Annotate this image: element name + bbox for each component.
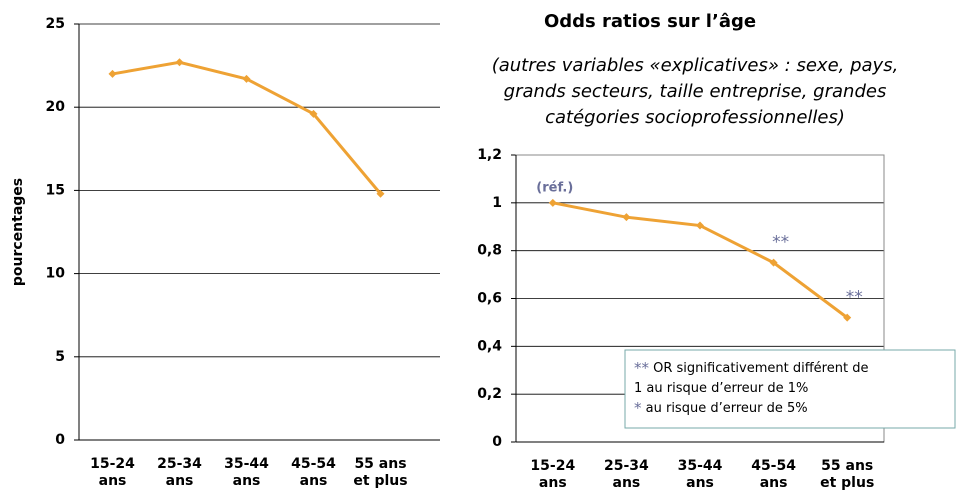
- note-text: 1 au risque d’erreur de 1%: [634, 381, 808, 396]
- x-tick-label: ans: [539, 475, 567, 491]
- y-tick-label: 0,6: [477, 291, 502, 307]
- point-label: **: [772, 233, 789, 253]
- y-tick-label: 20: [46, 99, 66, 115]
- note-box: [624, 349, 956, 429]
- note-text: au risque d’erreur de 5%: [642, 401, 808, 416]
- x-tick-label: 15-24: [530, 458, 575, 474]
- marker: [108, 69, 117, 78]
- subtitle: catégories socioprofessionnelles): [545, 107, 845, 128]
- y-tick-label: 10: [46, 266, 66, 282]
- x-tick-label: ans: [300, 473, 328, 489]
- x-tick-label: 45-54: [291, 456, 336, 472]
- x-tick-label: 15-24: [90, 456, 135, 472]
- x-tick-label: ans: [166, 473, 194, 489]
- x-tick-label: et plus: [353, 473, 407, 489]
- y-tick-label: 0: [55, 432, 65, 448]
- x-tick-label: 35-44: [678, 458, 723, 474]
- y-axis-label: pourcentages: [10, 178, 26, 286]
- y-tick-label: 0,4: [477, 338, 502, 354]
- subtitle: (autres variables «explicatives» : sexe,…: [492, 55, 899, 76]
- note-line: * au risque d’erreur de 5%: [634, 399, 808, 417]
- x-tick-label: et plus: [820, 475, 874, 491]
- point-label: **: [846, 288, 863, 308]
- x-tick-label: ans: [686, 475, 714, 491]
- x-tick-label: ans: [233, 473, 261, 489]
- subtitle: grands secteurs, taille entreprise, gran…: [504, 81, 887, 102]
- x-tick-label: 45-54: [751, 458, 796, 474]
- x-tick-label: 25-34: [157, 456, 202, 472]
- marker: [376, 189, 385, 198]
- chart-title: Odds ratios sur l’âge: [544, 11, 756, 32]
- marker: [309, 109, 318, 118]
- note-text: **: [634, 359, 650, 377]
- note-line: ** OR significativement différent de: [634, 359, 868, 377]
- marker: [548, 198, 557, 207]
- x-tick-label: ans: [99, 473, 127, 489]
- note-text: OR significativement différent de: [649, 361, 868, 376]
- y-tick-label: 0: [492, 434, 502, 450]
- x-tick-label: 25-34: [604, 458, 649, 474]
- marker: [769, 258, 778, 267]
- y-tick-label: 5: [55, 349, 65, 365]
- line: [552, 201, 849, 319]
- note-line: 1 au risque d’erreur de 1%: [634, 381, 808, 396]
- marker: [175, 58, 184, 67]
- y-tick-label: 0,2: [477, 386, 502, 402]
- marker: [696, 221, 704, 230]
- note-text: *: [634, 399, 642, 417]
- point-label: (réf.): [536, 180, 573, 195]
- y-tick-label: 15: [46, 182, 65, 198]
- marker: [242, 74, 251, 83]
- x-tick-label: 55 ans: [821, 458, 873, 474]
- y-tick-label: 25: [46, 16, 65, 32]
- x-tick-label: 35-44: [224, 456, 269, 472]
- y-tick-label: 1: [492, 195, 502, 211]
- y-tick-label: 0,8: [477, 243, 502, 259]
- marker: [843, 313, 852, 322]
- y-tick-label: 1,2: [477, 147, 502, 163]
- x-tick-label: ans: [613, 475, 641, 491]
- x-tick-label: ans: [760, 475, 788, 491]
- marker: [622, 213, 631, 222]
- x-tick-label: 55 ans: [354, 456, 406, 472]
